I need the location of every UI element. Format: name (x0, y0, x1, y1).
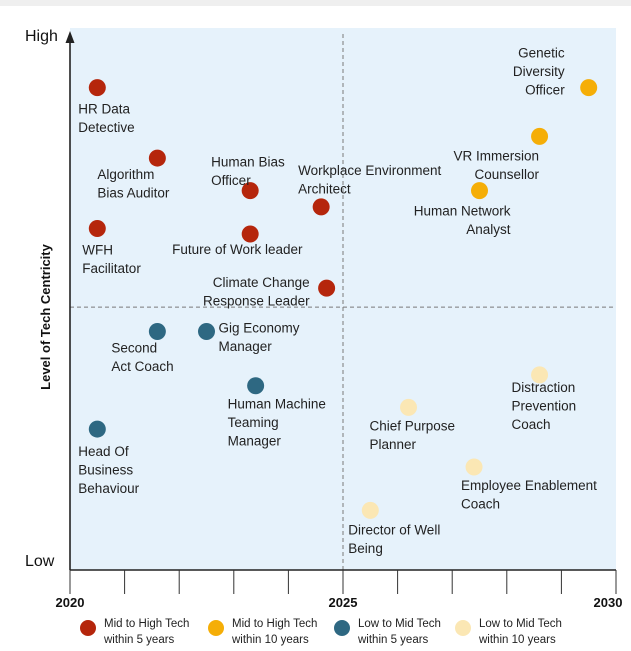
point-label: Human Network Analyst (414, 204, 511, 238)
data-point (148, 149, 166, 167)
y-low-label: Low (25, 553, 55, 570)
data-point (318, 279, 336, 297)
data-point (241, 182, 259, 200)
legend-marker (80, 620, 96, 636)
point-label: Genetic Diversity Officer (513, 46, 565, 98)
y-high-label: High (25, 28, 58, 45)
data-point (247, 377, 265, 395)
point-label: Employee Enablement Coach (461, 478, 597, 512)
point-label: Distraction Prevention Coach (512, 380, 577, 432)
data-point (400, 398, 418, 416)
legend-marker (334, 620, 350, 636)
data-points: HR Data Detective Algorithm Bias Auditor Hum… (78, 46, 598, 556)
data-point (531, 127, 549, 145)
x-tick-label: 2020 (56, 595, 85, 610)
point-label: Workplace Environment Architect (298, 163, 441, 197)
point-label: Chief Purpose Planner (370, 418, 456, 452)
data-point (471, 182, 488, 200)
point-label: WFH Facilitator (82, 243, 141, 277)
point-label: VR Immersion Counsellor (454, 148, 540, 182)
point-label: Future of Work leader (172, 242, 303, 257)
x-tick-label: 2030 (594, 595, 623, 610)
y-axis-title: Level of Tech Centricity (38, 243, 53, 389)
point-label: Climate Change Response Leader (203, 275, 310, 309)
data-point (148, 323, 166, 341)
data-point (88, 79, 106, 97)
x-ticks (69, 570, 617, 594)
data-point (465, 458, 483, 476)
x-tick-labels: 2020 2025 2030 (56, 595, 623, 610)
legend-marker (455, 620, 471, 636)
data-point (580, 79, 598, 97)
data-point (198, 323, 215, 341)
point-label: HR Data Detective (78, 102, 134, 135)
data-point (241, 225, 259, 243)
point-label: Gig Economy Manager (219, 321, 300, 355)
point-label: Human Machine Teaming Manager (228, 397, 326, 449)
data-point (312, 198, 330, 216)
data-point (361, 501, 379, 519)
x-tick-label: 2025 (329, 595, 358, 610)
legend: Mid to High Tech within 5 years Mid to Hig… (80, 618, 562, 646)
point-label: Head Of Business Behaviour (78, 444, 139, 496)
y-axis-arrow (65, 31, 75, 43)
point-label: Second Act Coach (111, 341, 173, 375)
legend-entry: Low to Mid Tech within 5 years (357, 618, 441, 646)
legend-entry: Mid to High Tech within 5 years (103, 618, 189, 646)
data-point (88, 220, 106, 238)
point-label: Human Bias Officer (211, 155, 285, 189)
data-point (88, 420, 106, 438)
data-point (531, 366, 549, 384)
point-label: Director of Well Being (348, 522, 440, 556)
legend-entry: Mid to High Tech within 10 years (231, 618, 317, 646)
legend-marker (208, 620, 224, 636)
point-label: Algorithm Bias Auditor (97, 167, 170, 201)
top-strip (0, 0, 631, 6)
legend-entry: Low to Mid Tech within 10 years (478, 618, 562, 646)
